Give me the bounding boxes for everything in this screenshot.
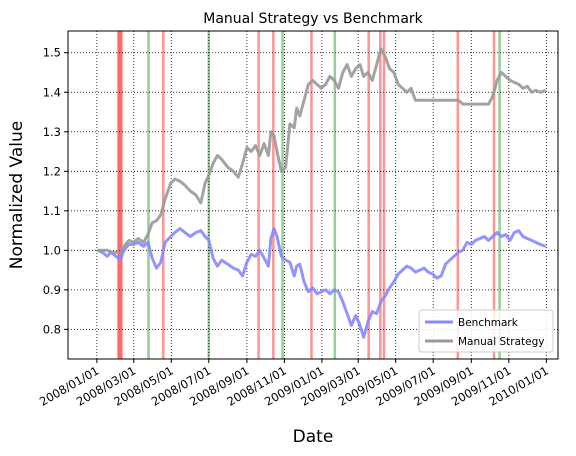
manual-strategy-series-line [97, 47, 547, 254]
y-tick-label: 1.2 [43, 164, 61, 178]
legend-label-manual-strategy: Manual Strategy [458, 336, 544, 348]
y-tick-label: 0.9 [43, 283, 61, 297]
x-axis-title: Date [293, 427, 334, 447]
legend-label-benchmark: Benchmark [458, 317, 519, 329]
y-tick-label: 1.5 [43, 46, 61, 60]
y-tick-label: 1.1 [43, 204, 61, 218]
y-tick-label: 1.4 [43, 85, 61, 99]
y-tick-label: 1.0 [43, 243, 61, 257]
y-tick-label: 0.8 [43, 322, 61, 336]
chart-title: Manual Strategy vs Benchmark [203, 11, 423, 27]
y-tick-label: 1.3 [43, 125, 61, 139]
plot-frame [67, 30, 559, 360]
legend: Benchmark Manual Strategy [418, 309, 554, 353]
benchmark-series-line [96, 227, 547, 339]
y-axis-title: Normalized Value [7, 121, 27, 270]
